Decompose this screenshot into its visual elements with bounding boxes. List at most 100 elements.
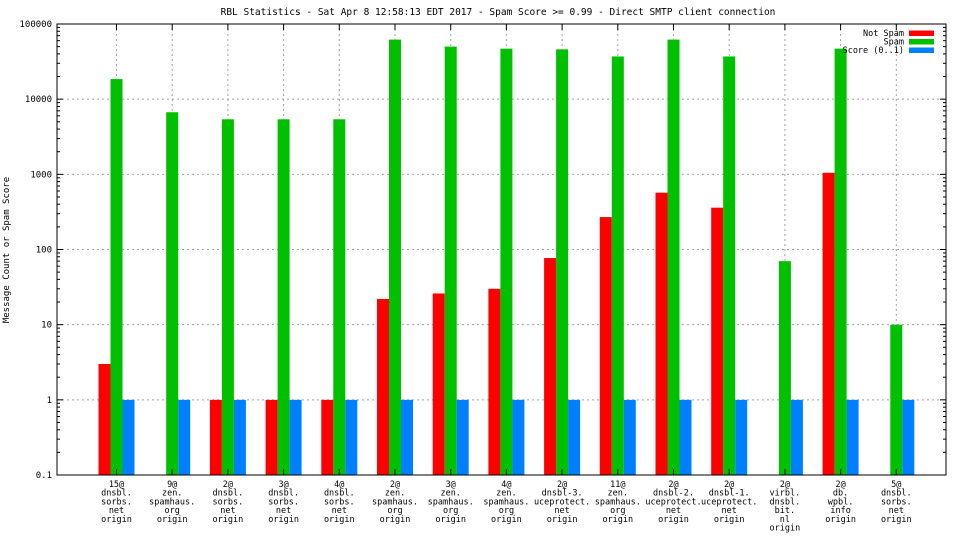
x-category-label-line: 9@ <box>167 480 177 490</box>
y-tick-label: 1000 <box>30 170 52 180</box>
bar-not-spam-13 <box>822 172 835 475</box>
x-category-label-line: 3@ <box>278 480 288 490</box>
x-category-label-line: dnsbl. <box>101 489 132 499</box>
bar-spam-10 <box>667 39 680 475</box>
y-tick-label: 10 <box>41 321 52 331</box>
x-category-label: 9@ zen. spamhaus. org origin <box>149 480 195 525</box>
x-category-label-line: origin <box>380 515 411 525</box>
x-category-label-line: org <box>387 506 402 516</box>
x-category-label: 3@ dnsbl. sorbs. net origin <box>268 480 299 525</box>
x-category-label-line: sorbs. <box>324 497 355 507</box>
x-category-label-line: sorbs. <box>213 497 244 507</box>
legend-swatch <box>909 47 934 53</box>
x-category-label-line: net <box>220 506 235 516</box>
bar-spam-2 <box>221 119 234 475</box>
x-category-label-line: zen. <box>440 489 460 499</box>
x-category-label-line: net <box>889 506 904 516</box>
bar-spam-11 <box>723 56 736 475</box>
x-category-label-line: 2@ <box>390 480 400 490</box>
bar-not-spam-4 <box>321 399 334 475</box>
chart-title: RBL Statistics - Sat Apr 8 12:58:13 EDT … <box>221 7 776 18</box>
bar-spam-14 <box>890 324 903 475</box>
x-category-label-line: bit. <box>775 506 795 516</box>
x-category-label: 4@ dnsbl. sorbs. net origin <box>324 480 355 525</box>
bar-score-0-1--9 <box>623 399 636 475</box>
x-category-label-line: zen. <box>385 489 405 499</box>
x-category-label-line: 2@ <box>223 480 233 490</box>
x-category-label-line: origin <box>324 515 355 525</box>
x-category-label-line: virbl. <box>770 489 801 499</box>
x-category-label-line: org <box>443 506 458 516</box>
bar-score-0-1--4 <box>345 399 358 475</box>
bar-spam-8 <box>556 49 569 476</box>
bars <box>98 39 915 476</box>
y-tick-label: 0.1 <box>36 471 52 481</box>
x-category-label-line: dnsbl. <box>324 489 355 499</box>
x-category-label-line: nl <box>780 515 790 525</box>
bar-not-spam-7 <box>488 288 501 475</box>
x-category-label-line: origin <box>213 515 244 525</box>
x-category-label-line: spamhaus. <box>372 497 418 507</box>
x-category-label-line: origin <box>714 515 745 525</box>
x-category-label-line: net <box>722 506 737 516</box>
x-category-label: 2@ dnsbl-1. uceprotect. net origin <box>701 480 757 525</box>
x-category-label-line: origin <box>658 515 689 525</box>
bar-not-spam-6 <box>432 293 445 475</box>
x-category-label: 2@ dnsbl-2. uceprotect. net origin <box>645 480 701 525</box>
bar-score-0-1--10 <box>679 399 692 475</box>
legend-swatch <box>909 39 934 45</box>
y-axis-label: Message Count or Spam Score <box>2 177 12 323</box>
x-category-label-line: uceprotect. <box>645 497 701 507</box>
x-category-label: 2@ dnsbl. sorbs. net origin <box>213 480 244 525</box>
x-category-label-line: 2@ <box>724 480 734 490</box>
x-category-label-line: 4@ <box>501 480 511 490</box>
x-category-label-line: 4@ <box>334 480 344 490</box>
x-category-label-line: org <box>499 506 514 516</box>
x-category-label-line: origin <box>157 515 188 525</box>
y-tick-label: 100000 <box>19 20 52 30</box>
x-category-label-line: origin <box>881 515 912 525</box>
x-category-label-line: origin <box>268 515 299 525</box>
x-category-label-line: origin <box>101 515 132 525</box>
bar-spam-13 <box>834 48 847 476</box>
bar-score-0-1--0 <box>122 399 135 475</box>
axis-ticks <box>57 23 946 476</box>
x-category-label-line: dnsbl. <box>770 497 801 507</box>
x-category-label-line: zen. <box>496 489 516 499</box>
x-category-label-line: net <box>554 506 569 516</box>
x-category-label: 15@ dnsbl. sorbs. net origin <box>101 480 132 525</box>
x-category-label-line: net <box>109 506 124 516</box>
x-category-label-line: sorbs. <box>101 497 132 507</box>
x-category-label-line: spamhaus. <box>428 497 474 507</box>
x-category-label-line: info <box>830 506 850 516</box>
bar-score-0-1--14 <box>902 399 915 475</box>
bar-not-spam-3 <box>265 399 278 475</box>
bar-score-0-1--12 <box>790 399 803 475</box>
legend-label: Spam <box>884 38 904 48</box>
bar-spam-1 <box>166 112 179 475</box>
y-tick-label: 100 <box>36 246 52 256</box>
bar-not-spam-9 <box>599 217 612 476</box>
x-category-label-line: dnsbl-1. <box>709 489 750 499</box>
x-category-label-line: uceprotect. <box>701 497 757 507</box>
x-category-label-line: uceprotect. <box>534 497 590 507</box>
bar-spam-0 <box>110 79 123 475</box>
x-category-label-line: wpbl. <box>828 497 854 507</box>
bar-not-spam-10 <box>655 192 668 475</box>
x-category-label-line: spamhaus. <box>483 497 529 507</box>
bar-score-0-1--8 <box>568 399 581 475</box>
x-category-label-line: zen. <box>608 489 628 499</box>
x-category-label: 11@ zen. spamhaus. org origin <box>595 480 641 525</box>
legend-label: Not Spam <box>863 29 904 39</box>
x-category-label-line: 5@ <box>891 480 901 490</box>
x-category-label-line: 2@ <box>557 480 567 490</box>
y-tick-labels: 0.1 1 10 100 1000 10000 100000 <box>19 20 52 481</box>
x-category-label: 3@ zen. spamhaus. org origin <box>428 480 474 525</box>
x-category-label: 2@ zen. spamhaus. org origin <box>372 480 418 525</box>
bar-not-spam-8 <box>544 258 557 475</box>
x-category-label: 5@ dnsbl. sorbs. net origin <box>881 480 912 525</box>
x-category-label-line: 15@ <box>109 480 124 490</box>
bar-spam-6 <box>444 46 457 476</box>
x-category-label-line: 11@ <box>610 480 625 490</box>
